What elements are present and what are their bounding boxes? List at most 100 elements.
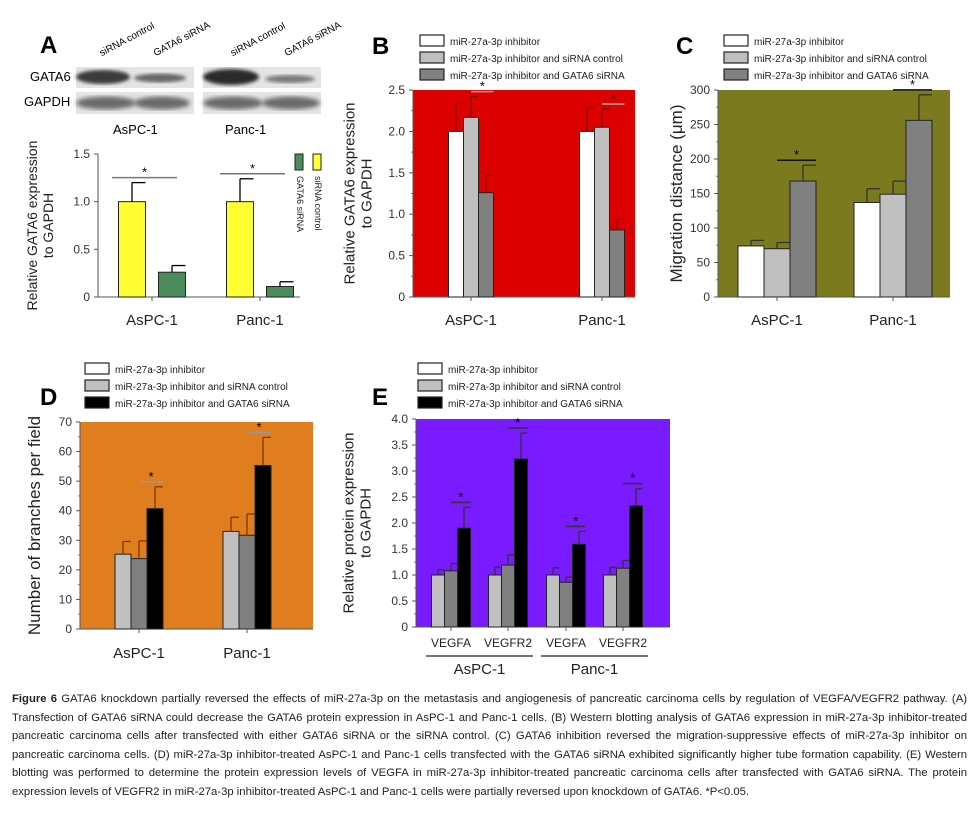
bar xyxy=(789,180,817,298)
group-label: AsPC-1 xyxy=(454,661,506,678)
bar xyxy=(457,527,471,628)
legend-swatch xyxy=(84,379,110,392)
blot-col-label: siRNA control xyxy=(97,20,157,59)
bar xyxy=(254,464,272,630)
y-tick-label: 1.0 xyxy=(391,568,408,582)
blot-band xyxy=(265,75,315,83)
y-tick-label: 250 xyxy=(690,118,710,132)
bar xyxy=(448,130,464,298)
chart-b: 0 0.5 1.0 1.5 2.0 2.5 Relative GATA6 expressio… xyxy=(342,34,635,329)
y-tick-label: 1.0 xyxy=(388,207,405,221)
y-tick-label: 0.5 xyxy=(391,594,408,608)
bar xyxy=(572,543,586,628)
y-tick-label: 30 xyxy=(59,533,73,547)
x-tick-label: Panc-1 xyxy=(869,312,917,329)
panel-letter-b: B xyxy=(372,33,390,60)
y-tick-label: 50 xyxy=(59,474,73,488)
chart-a: 0 0.5 1.0 1.5 Relative GATA6 expression to GA… xyxy=(24,141,323,329)
blot-band xyxy=(76,70,130,84)
bar xyxy=(514,458,528,628)
y-tick-label: 100 xyxy=(690,221,710,235)
legend-swatch xyxy=(419,34,445,47)
y-tick-label: 2.5 xyxy=(391,490,408,504)
legend-swatch xyxy=(419,68,445,81)
y-tick-label: 0.5 xyxy=(73,242,90,256)
significance-star: * xyxy=(480,79,485,94)
legend-label: miR-27a-3p inhibitor and GATA6 siRNA xyxy=(115,399,290,410)
y-tick-label: 0.5 xyxy=(388,249,405,263)
x-tick-label: AsPC-1 xyxy=(751,312,803,329)
legend-swatch xyxy=(84,396,110,409)
significance-star: * xyxy=(794,147,799,162)
y-axis-label: to GAPDH xyxy=(359,158,376,228)
legend-swatch xyxy=(294,153,304,171)
x-tick-label: VEGFR2 xyxy=(599,636,647,650)
caption-text: GATA6 knockdown partially reversed the e… xyxy=(12,693,967,798)
legend-label: GATA6 siRNA xyxy=(295,176,305,232)
y-tick-label: 1.0 xyxy=(73,195,90,209)
y-tick-label: 2.5 xyxy=(388,83,405,97)
y-axis-label: Relative protein expression xyxy=(341,433,358,614)
blot-band xyxy=(134,96,190,110)
significance-star: * xyxy=(458,489,463,504)
bar xyxy=(546,574,560,628)
bar xyxy=(158,271,186,298)
significance-star: * xyxy=(250,161,255,176)
blot-row-label-gata6: GATA6 xyxy=(30,69,71,84)
significance-star: * xyxy=(148,469,153,484)
legend-label: miR-27a-3p inhibitor and GATA6 siRNA xyxy=(448,399,623,410)
blot-band xyxy=(203,96,263,110)
legend-label: miR-27a-3p inhibitor xyxy=(450,37,541,48)
y-axis-label: to GAPDH xyxy=(358,488,375,558)
bar xyxy=(238,534,256,630)
x-tick-label: VEGFR2 xyxy=(484,636,532,650)
legend-swatch xyxy=(312,153,322,171)
bar xyxy=(226,201,254,298)
significance-star: * xyxy=(573,513,578,528)
y-axis-label: Relative GATA6 expression xyxy=(342,102,359,284)
legend-label: miR-27a-3p inhibitor xyxy=(448,365,539,376)
blot-cell-line-panc1: Panc-1 xyxy=(225,122,267,137)
blot-band xyxy=(203,69,259,85)
bar xyxy=(501,564,515,628)
y-tick-label: 0 xyxy=(83,290,90,304)
legend-label: miR-27a-3p inhibitor xyxy=(754,37,845,48)
x-tick-label: Panc-1 xyxy=(578,312,626,329)
y-tick-label: 1.5 xyxy=(391,542,408,556)
legend-swatch xyxy=(84,362,110,375)
blot-col-label: GATA6 siRNA xyxy=(282,19,344,59)
bar xyxy=(431,574,445,628)
bar xyxy=(222,530,240,630)
x-tick-label: AsPC-1 xyxy=(126,312,178,329)
y-tick-label: 20 xyxy=(59,563,73,577)
y-axis-label: Number of branches per field xyxy=(25,416,44,635)
y-tick-label: 0 xyxy=(703,290,710,304)
panel-letter-a: A xyxy=(40,32,58,59)
bar xyxy=(114,553,132,630)
x-tick-label: Panc-1 xyxy=(223,645,271,662)
legend-swatch xyxy=(417,396,443,409)
y-tick-label: 50 xyxy=(697,256,711,270)
y-tick-label: 0 xyxy=(398,290,405,304)
blot-image xyxy=(76,67,321,114)
y-tick-label: 0 xyxy=(401,620,408,634)
y-tick-label: 70 xyxy=(59,415,73,429)
figure-caption: Figure 6 GATA6 knockdown partially rever… xyxy=(12,690,967,801)
blot-col-label: siRNA control xyxy=(228,20,288,59)
x-tick-label: AsPC-1 xyxy=(113,645,165,662)
bar xyxy=(559,581,573,628)
x-tick-label: VEGFA xyxy=(546,636,586,650)
bar xyxy=(737,245,765,298)
chart-e: 0 0.5 1.0 1.5 2.0 2.5 3.0 3.5 4.0 Relative protei… xyxy=(341,362,670,678)
y-tick-label: 2.0 xyxy=(391,516,408,530)
y-tick-label: 1.5 xyxy=(73,147,90,161)
significance-star: * xyxy=(611,91,616,106)
bar xyxy=(463,116,479,298)
x-tick-label: Panc-1 xyxy=(236,312,284,329)
bar xyxy=(905,119,933,298)
chart-d: 0 10 20 30 40 50 60 70 Number of branches per fi… xyxy=(25,362,313,662)
y-tick-label: 3.5 xyxy=(391,438,408,452)
y-tick-label: 4.0 xyxy=(391,412,408,426)
legend-label: miR-27a-3p inhibitor and GATA6 siRNA xyxy=(754,71,929,82)
blot-band xyxy=(76,96,136,110)
